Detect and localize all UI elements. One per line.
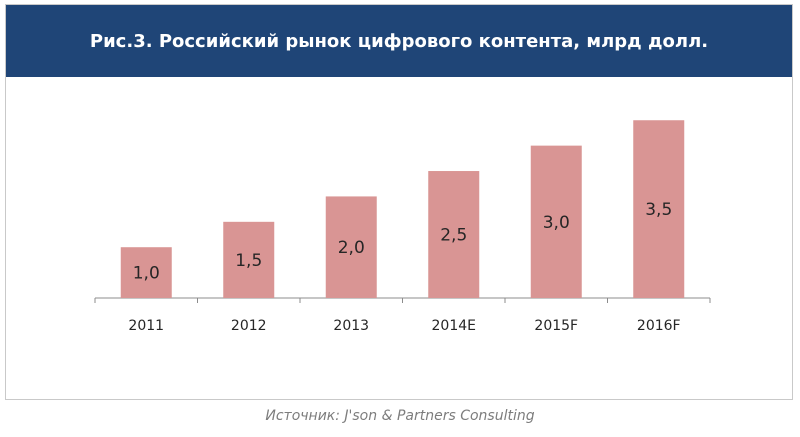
x-tick-label-2016F: 2016F [637,318,681,334]
data-label-2011: 1,0 [133,264,160,284]
bar-2012 [223,221,275,298]
x-tick-label-2013: 2013 [333,318,369,334]
data-label-2015F: 3,0 [543,213,570,233]
x-tick-label-2012: 2012 [231,318,267,334]
bar-2013 [325,196,377,298]
bar-2014E [428,171,480,298]
data-label-2014E: 2,5 [440,226,467,246]
chart-title: Рис.3. Российский рынок цифрового контен… [89,30,709,52]
x-tick-label-2011: 2011 [128,318,164,334]
x-tick-label-2014E: 2014E [432,318,476,334]
bar-2016F [633,120,685,298]
data-label-2012: 1,5 [235,251,262,271]
source-note: Источник: J'son & Partners Consulting [265,408,535,424]
bar-2015F [530,145,582,298]
title-bar: Рис.3. Российский рынок цифрового контен… [6,5,792,77]
data-label-2016F: 3,5 [645,200,672,220]
bar-2011 [120,247,172,298]
data-label-2013: 2,0 [338,238,365,258]
x-tick-label-2015F: 2015F [534,318,578,334]
